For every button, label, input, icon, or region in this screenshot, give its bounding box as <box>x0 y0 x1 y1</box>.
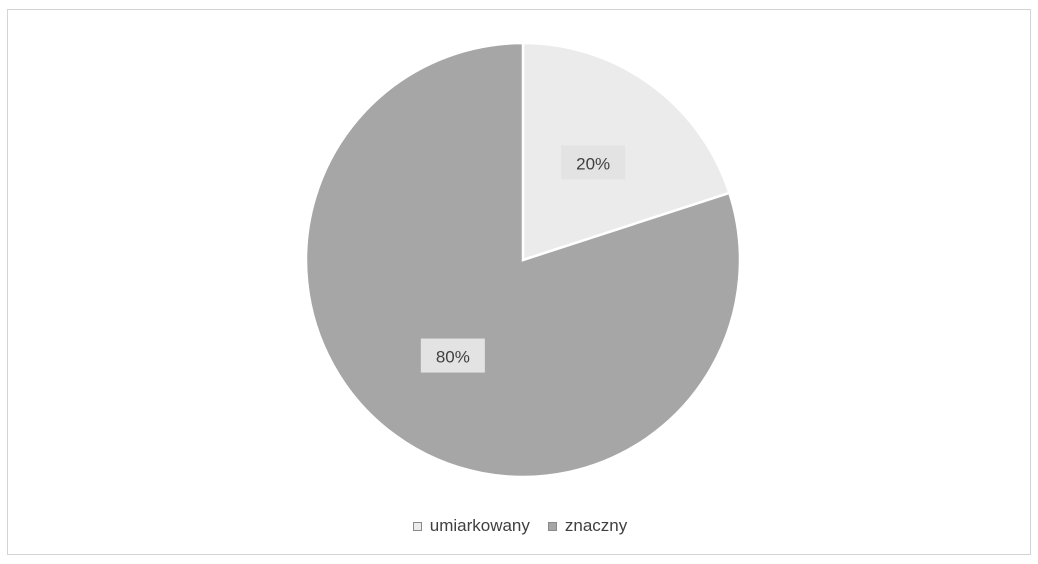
data-label-background <box>420 338 485 373</box>
legend-entry-znaczny: znaczny <box>547 516 628 536</box>
data-label-background <box>561 145 626 180</box>
legend-label-znaczny: znaczny <box>564 516 628 535</box>
legend-swatch-umiarkowany <box>412 521 422 531</box>
data-label-text: 80% <box>436 348 470 367</box>
pie-chart: 20% 80% <box>304 41 742 479</box>
legend-label-umiarkowany: umiarkowany <box>429 516 530 535</box>
chart-legend: umiarkowany znaczny <box>8 516 1032 536</box>
pie-slice-umiarkowany <box>521 41 731 262</box>
pie-slice-znaczny <box>304 41 742 479</box>
pie-data-labels: 20% 80% <box>420 145 626 373</box>
pie-slices <box>304 41 742 479</box>
data-label-umiarkowany: 20% <box>561 145 626 180</box>
data-label-znaczny: 80% <box>420 338 485 373</box>
chart-area: 20% 80% umiarkowany znaczny <box>7 9 1031 555</box>
legend-entry-umiarkowany: umiarkowany <box>412 516 530 536</box>
legend-swatch-znaczny <box>547 521 557 531</box>
data-label-text: 20% <box>576 154 610 173</box>
